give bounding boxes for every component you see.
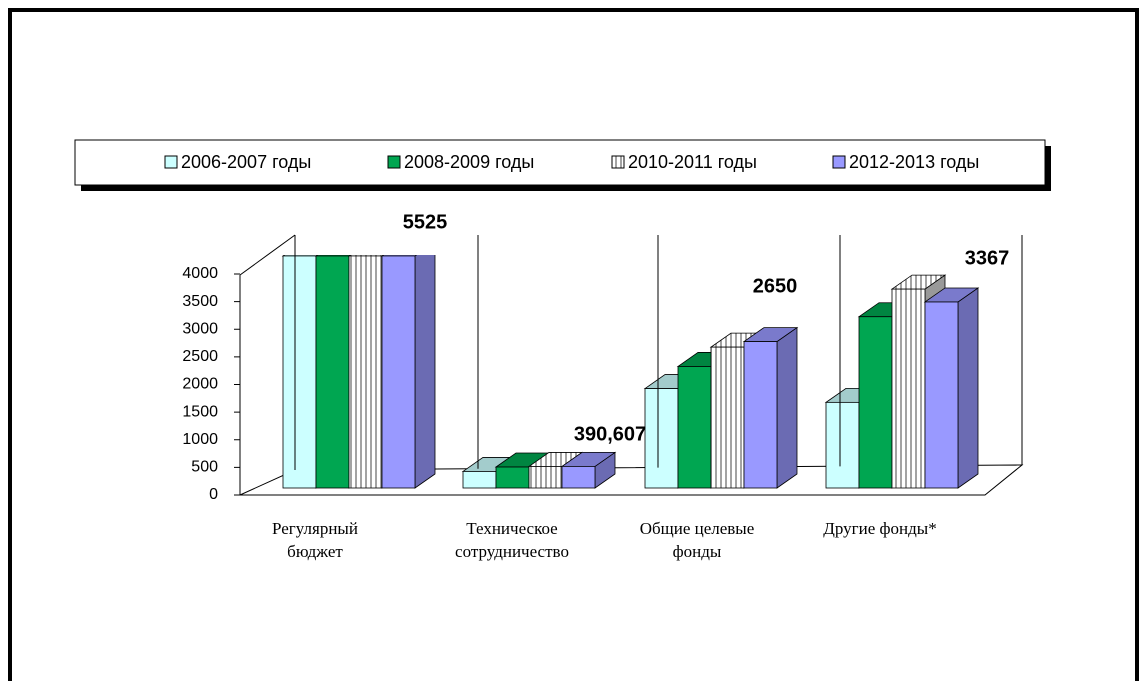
x-tick-label: сотрудничество [455, 542, 569, 561]
bar-side [957, 287, 979, 489]
legend-label: 2010-2011 годы [628, 152, 757, 172]
x-tick-label: Общие целевые [640, 519, 755, 538]
bar-front [743, 341, 778, 489]
bar-top [347, 255, 385, 257]
bar-front [677, 366, 712, 489]
bar [380, 255, 436, 489]
x-tick-label: Регулярный [272, 519, 358, 538]
y-tick-label: 0 [209, 486, 218, 503]
bar-side [414, 255, 436, 489]
legend-swatch [611, 155, 625, 169]
bar [560, 451, 617, 489]
x-tick-label: Техническое [466, 519, 557, 538]
y-tick-label: 3500 [182, 293, 218, 310]
legend-swatch [164, 155, 178, 169]
bar-side [776, 326, 798, 489]
bar-front [315, 255, 350, 489]
wall-line [239, 234, 296, 276]
bar-front [710, 346, 745, 489]
y-tick-label: 1000 [182, 431, 218, 448]
legend-label: 2008-2009 годы [404, 152, 534, 172]
x-tick-label: бюджет [287, 542, 343, 561]
x-tick-label: фонды [673, 542, 722, 561]
bar-front [282, 255, 317, 489]
bar-front [644, 388, 679, 489]
y-tick-label: 500 [191, 459, 218, 476]
bar-front [462, 471, 497, 489]
bar-front [561, 465, 596, 489]
y-tick-label: 2000 [182, 376, 218, 393]
legend-label: 2012-2013 годы [849, 152, 979, 172]
annotation: 390,607 [574, 423, 646, 445]
y-tick-label: 1500 [182, 403, 218, 420]
bar-top [380, 255, 418, 257]
bar-front [348, 255, 383, 489]
frame [8, 8, 1139, 681]
bar-front [825, 401, 860, 489]
annotation: 5525 [403, 211, 448, 233]
annotation: 3367 [965, 247, 1010, 269]
bar-top [314, 255, 352, 257]
bar-front [528, 466, 563, 489]
x-tick-label: Другие фонды* [823, 519, 936, 538]
bar-front [495, 466, 530, 489]
bar [742, 326, 799, 489]
legend-swatch [387, 155, 401, 169]
y-tick-label: 4000 [182, 265, 218, 282]
bar-front [891, 288, 926, 489]
bar-front [381, 255, 416, 489]
legend-label: 2006-2007 годы [181, 152, 311, 172]
y-tick-label: 3000 [182, 320, 218, 337]
bar-top [281, 255, 319, 257]
legend [74, 139, 1046, 186]
annotation: 2650 [753, 275, 798, 297]
bar [923, 287, 980, 489]
y-tick-label: 2500 [182, 348, 218, 365]
legend-swatch [832, 155, 846, 169]
bar-front [858, 316, 893, 489]
bar-front [924, 301, 959, 489]
